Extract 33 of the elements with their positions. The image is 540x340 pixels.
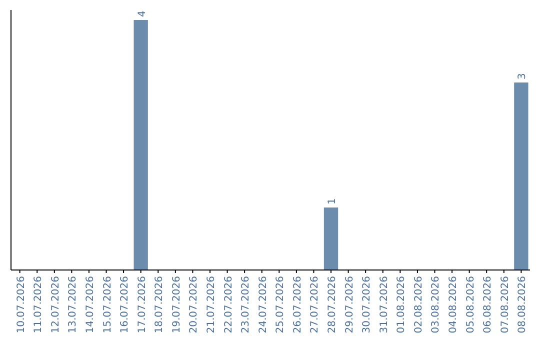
x-tick-label: 03.08.2026 xyxy=(430,276,442,334)
x-tick-label: 27.07.2026 xyxy=(310,276,321,334)
x-tick-label: 02.08.2026 xyxy=(413,276,424,334)
data-label: 3 xyxy=(517,73,528,80)
x-tick-label: 17.07.2026 xyxy=(136,276,148,334)
x-tick-label: 24.07.2026 xyxy=(258,276,269,334)
x-tick-label: 04.08.2026 xyxy=(448,276,460,334)
x-tick-label: 23.07.2026 xyxy=(240,276,252,334)
x-tick-label: 31.07.2026 xyxy=(378,276,390,334)
x-tick-label: 07.08.2026 xyxy=(500,276,511,334)
x-tick-label: 28.07.2026 xyxy=(327,276,338,334)
x-tick-label: 01.08.2026 xyxy=(396,276,408,334)
x-tick-label: 30.07.2026 xyxy=(362,276,373,334)
x-tick-label: 22.07.2026 xyxy=(223,276,234,334)
x-tick-label: 21.07.2026 xyxy=(206,276,217,334)
x-tick-label: 26.07.2026 xyxy=(292,276,304,334)
x-tick-label: 25.07.2026 xyxy=(275,276,286,334)
x-tick-label: 29.07.2026 xyxy=(344,276,356,334)
x-tick-label: 12.07.2026 xyxy=(50,276,62,334)
x-tick-label: 19.07.2026 xyxy=(171,276,182,334)
x-tick-label: 08.08.2026 xyxy=(517,276,528,334)
x-tick-label: 18.07.2026 xyxy=(154,276,166,334)
x-tick-label: 06.08.2026 xyxy=(482,276,494,334)
x-tick-label: 05.08.2026 xyxy=(465,276,476,334)
data-label: 1 xyxy=(327,198,338,204)
x-tick-label: 10.07.2026 xyxy=(16,276,27,334)
x-tick-label: 20.07.2026 xyxy=(188,276,200,334)
x-tick-label: 13.07.2026 xyxy=(68,276,79,334)
data-label: 4 xyxy=(136,10,148,17)
x-tick-label: 16.07.2026 xyxy=(120,276,131,334)
x-tick-label: 14.07.2026 xyxy=(84,276,96,334)
x-tick-label: 11.07.2026 xyxy=(33,276,44,334)
x-tick-label: 15.07.2026 xyxy=(102,276,114,334)
